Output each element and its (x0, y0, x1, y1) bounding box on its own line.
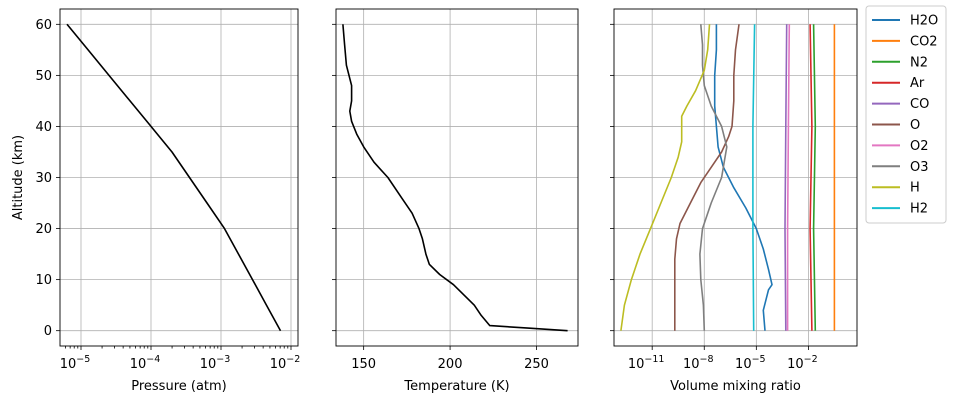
y-tick-label: 10 (35, 273, 52, 288)
x-tick-label: 150 (351, 357, 376, 372)
legend-label: H2O (910, 14, 938, 29)
series-line-h2o (713, 24, 773, 331)
x-tick-label: 250 (524, 357, 549, 372)
legend: H2O CO2 N2 Ar CO O O2 O3 H H2 (865, 5, 947, 224)
x-tick-label: 10−5 (735, 354, 766, 372)
legend-label: CO2 (910, 34, 938, 49)
series-line-o2 (786, 24, 791, 331)
temperature-panel: 150 200 250 Temperature (K) (332, 8, 579, 394)
legend-box (865, 5, 947, 224)
x-axis-label: Pressure (atm) (131, 379, 227, 394)
legend-label: N2 (910, 55, 928, 70)
x-tick-label: 10−8 (683, 354, 714, 372)
series-group (620, 24, 836, 331)
legend-label: O (910, 118, 920, 133)
series-line-o3 (699, 24, 728, 331)
series-line (66, 23, 282, 332)
legend-label: H2 (910, 202, 928, 217)
x-tick-label: 200 (438, 357, 463, 372)
x-tick-label: 10−2 (787, 354, 818, 372)
legend-label: Ar (910, 76, 925, 91)
y-tick-label: 0 (44, 324, 52, 339)
series-group (342, 24, 568, 332)
legend-label: CO (910, 97, 929, 112)
legend-label: O3 (910, 160, 929, 175)
series-group (66, 23, 282, 332)
x-tick-label: 10−3 (200, 354, 231, 372)
y-tick-label: 60 (35, 18, 52, 33)
series-line-ar (809, 24, 813, 331)
series-line-h (620, 24, 711, 331)
axes-frame (59, 8, 299, 347)
pressure-panel: 0 10 20 30 40 50 60 10−5 10−4 10−3 10−2 Pressure (a… (11, 8, 301, 394)
series-line-o (673, 24, 740, 331)
y-tick-label: 40 (35, 120, 52, 135)
legend-label: O2 (910, 139, 929, 154)
series-line (342, 24, 568, 332)
x-tick-label: 10−11 (628, 354, 665, 372)
y-tick-label: 30 (35, 171, 52, 186)
x-axis-label: Volume mixing ratio (670, 379, 801, 394)
series-line-h2 (752, 24, 756, 331)
axes-frame (613, 8, 858, 347)
mixing-ratio-panel: 10−11 10−8 10−5 10−2 Volume mixing ratio (610, 8, 858, 394)
series-line-n2 (812, 24, 817, 331)
axes-frame (335, 8, 579, 347)
legend-label: H (910, 181, 920, 196)
y-tick-label: 20 (35, 222, 52, 237)
x-tick-label: 10−4 (130, 354, 161, 372)
y-axis-label: Altitude (km) (11, 135, 26, 220)
y-tick-label: 50 (35, 69, 52, 84)
x-axis-label: Temperature (K) (403, 379, 509, 394)
series-line-co (784, 24, 788, 331)
x-tick-label: 10−2 (270, 354, 301, 372)
x-tick-label: 10−5 (60, 354, 91, 372)
